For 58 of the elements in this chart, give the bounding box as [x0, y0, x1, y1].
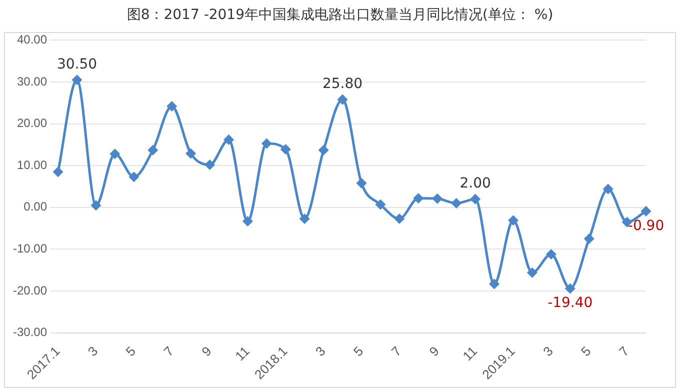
- point: [432, 194, 442, 204]
- point: [148, 145, 158, 155]
- point: [356, 178, 366, 188]
- point: [470, 194, 480, 204]
- y-tick-label: 0.00: [24, 200, 48, 214]
- x-tick-label: 7: [616, 343, 632, 360]
- x-tick-label: 5: [578, 343, 594, 360]
- point: [584, 234, 594, 244]
- x-tick-label: 7: [388, 343, 404, 360]
- x-tick-label: 3: [540, 343, 556, 360]
- point: [603, 184, 613, 194]
- y-tick-label: -20.00: [12, 283, 48, 298]
- point: [72, 75, 82, 85]
- point: [167, 102, 177, 112]
- y-tick-label: 20.00: [16, 116, 48, 130]
- point: [53, 167, 63, 177]
- x-tick-label: 11: [460, 343, 480, 364]
- x-tick-label: 5: [122, 343, 139, 360]
- x-tick-label: 9: [198, 343, 214, 360]
- y-tick-label: 40.00: [16, 32, 48, 47]
- data-label: 30.50: [56, 56, 98, 73]
- x-tick-label: 9: [426, 343, 442, 360]
- point: [414, 193, 424, 203]
- x-tick-label: 7: [160, 343, 176, 360]
- x-tick-label: 3: [84, 343, 101, 360]
- point: [280, 144, 290, 154]
- point: [338, 94, 348, 104]
- point: [242, 216, 252, 226]
- point: [110, 149, 120, 159]
- x-tick-label: 3: [312, 343, 328, 360]
- data-label: 2.00: [460, 176, 491, 192]
- x-tick-label: 5: [350, 343, 366, 360]
- data-label: 25.80: [322, 76, 363, 92]
- point: [205, 160, 215, 170]
- chart-title: 图8：2017 -2019年中国集成电路出口数量当月同比情况(单位： %): [126, 6, 554, 24]
- point: [91, 200, 101, 210]
- point: [300, 214, 310, 224]
- point: [224, 134, 234, 144]
- y-tick-label: -30.00: [12, 325, 48, 340]
- point: [508, 216, 518, 226]
- x-tick-label: 11: [232, 343, 252, 364]
- y-tick-label: 10.00: [16, 158, 48, 172]
- point: [376, 200, 386, 210]
- point: [262, 138, 272, 148]
- y-tick-label: -10.00: [12, 242, 48, 256]
- point: [318, 145, 328, 155]
- point: [546, 250, 556, 260]
- point: [565, 284, 575, 294]
- point: [490, 279, 500, 289]
- point: [186, 148, 196, 158]
- point: [129, 172, 139, 182]
- y-tick-label: 30.00: [16, 74, 48, 88]
- data-label: -19.40: [548, 295, 593, 312]
- point: [527, 268, 537, 278]
- point: [394, 214, 404, 224]
- data-label: -0.90: [628, 218, 664, 234]
- point: [641, 206, 651, 216]
- point: [452, 198, 462, 208]
